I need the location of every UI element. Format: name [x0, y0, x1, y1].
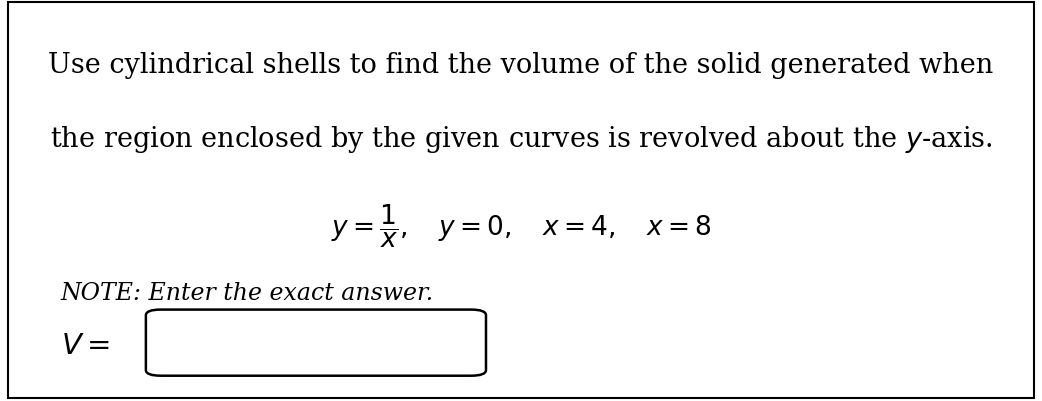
Text: Use cylindrical shells to find the volume of the solid generated when: Use cylindrical shells to find the volum…	[48, 52, 994, 79]
Text: $V =$: $V =$	[60, 332, 109, 360]
FancyBboxPatch shape	[146, 310, 486, 376]
Text: the region enclosed by the given curves is revolved about the $y$-axis.: the region enclosed by the given curves …	[50, 123, 992, 154]
Text: $y = \dfrac{1}{x},\quad y = 0, \quad x = 4, \quad x = 8$: $y = \dfrac{1}{x},\quad y = 0, \quad x =…	[330, 203, 712, 249]
Text: NOTE: Enter the exact answer.: NOTE: Enter the exact answer.	[60, 282, 433, 304]
